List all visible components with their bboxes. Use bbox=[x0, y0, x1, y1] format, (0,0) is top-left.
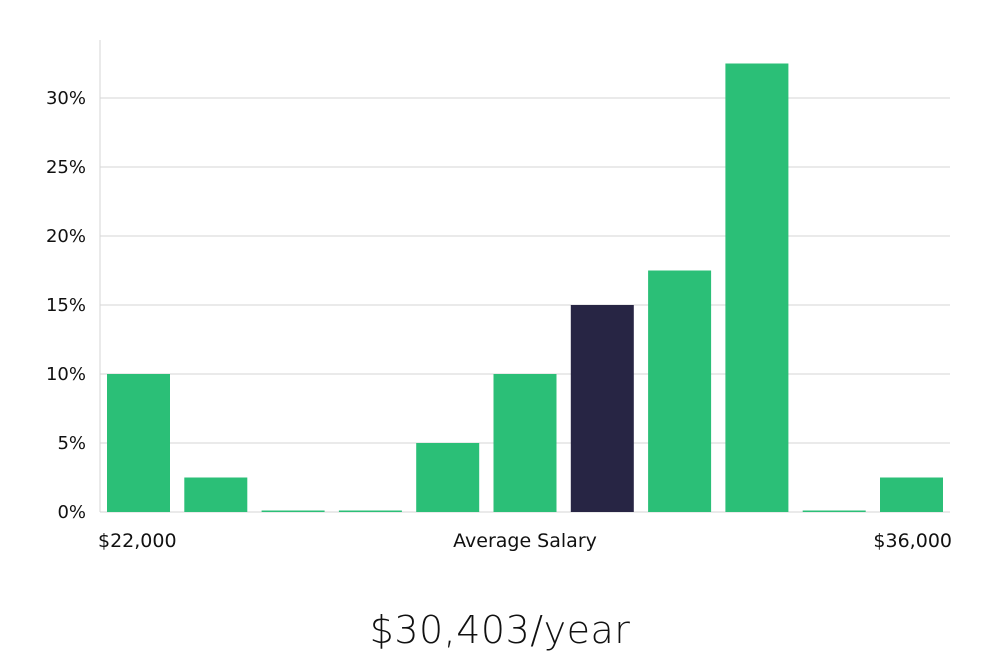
x-axis-title: Average Salary bbox=[453, 530, 597, 552]
bar bbox=[802, 510, 866, 512]
bar bbox=[107, 374, 170, 512]
bar bbox=[493, 374, 557, 512]
bar bbox=[725, 63, 789, 512]
y-tick-label: 25% bbox=[46, 157, 86, 178]
bar bbox=[338, 510, 402, 512]
bar-highlighted bbox=[570, 305, 634, 512]
y-tick-label: 5% bbox=[57, 433, 86, 454]
salary-histogram: 0% 5% 10% 15% 20% 25% 30% $22,000 Average Sala… bbox=[46, 40, 952, 552]
y-tick-label: 15% bbox=[46, 295, 86, 316]
y-tick-label: 0% bbox=[57, 502, 86, 523]
bar bbox=[880, 477, 943, 512]
x-max-label: $36,000 bbox=[873, 530, 952, 552]
bar bbox=[648, 270, 712, 512]
y-tick-label: 20% bbox=[46, 226, 86, 247]
bar bbox=[184, 477, 248, 512]
y-tick-label: 30% bbox=[46, 88, 86, 109]
bar bbox=[416, 443, 480, 512]
y-axis-ticks: 0% 5% 10% 15% 20% 25% 30% bbox=[46, 88, 86, 523]
average-salary-value: $30,403/year bbox=[369, 608, 631, 652]
bars bbox=[107, 63, 943, 512]
y-tick-label: 10% bbox=[46, 364, 86, 385]
bar bbox=[261, 510, 325, 512]
x-min-label: $22,000 bbox=[98, 530, 177, 552]
